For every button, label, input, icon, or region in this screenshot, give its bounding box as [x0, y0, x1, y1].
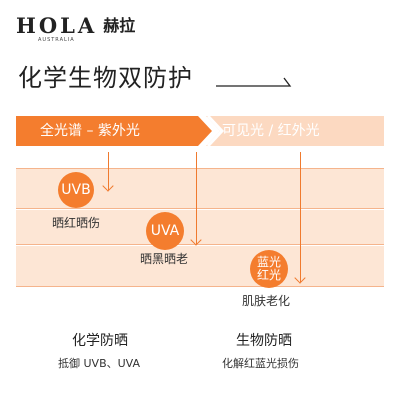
- band-light: [16, 246, 384, 286]
- uvb-depth-line: [108, 152, 109, 190]
- uva-depth-line: [196, 152, 197, 244]
- uvb-caption: 晒红晒伤: [52, 216, 101, 230]
- band-divider: [16, 168, 384, 169]
- chemical-protection-title: 化学防晒: [72, 333, 128, 349]
- spectrum-arrow-bar: [16, 116, 384, 146]
- uvb-badge: UVB: [58, 172, 94, 208]
- brand-name-cn: 赫拉: [103, 16, 136, 35]
- badge-line-red: 红光: [256, 268, 281, 282]
- badge-line-blue: 蓝光: [256, 255, 281, 269]
- light-depth-line: [300, 152, 301, 282]
- spectrum-label-visible-ir: 可见光 / 红外光: [222, 123, 320, 139]
- light-caption: 肌肤老化: [242, 294, 291, 308]
- brand-name: HOLA: [16, 13, 98, 38]
- uva-badge: UVA: [146, 212, 184, 250]
- brand-logo: HOLA 赫拉 AUSTRALIA: [16, 12, 136, 43]
- page-title: 化学生物双防护: [18, 64, 193, 92]
- biological-protection-subtitle: 化解红蓝光损伤: [222, 357, 299, 370]
- chemical-protection-subtitle: 抵御 UVB、UVA: [58, 357, 141, 370]
- brand-tagline: AUSTRALIA: [38, 37, 75, 43]
- uva-caption: 晒黑晒老: [140, 252, 189, 266]
- band-divider: [16, 244, 384, 245]
- blue-red-light-badge: 蓝光 红光: [250, 250, 288, 288]
- biological-protection-title: 生物防晒: [236, 333, 292, 349]
- band-divider: [16, 208, 384, 209]
- band-uva: [16, 210, 384, 244]
- title-decoration-line: [216, 77, 292, 87]
- spectrum-label-uv: 全光谱 – 紫外光: [40, 123, 140, 139]
- band-divider: [16, 286, 384, 287]
